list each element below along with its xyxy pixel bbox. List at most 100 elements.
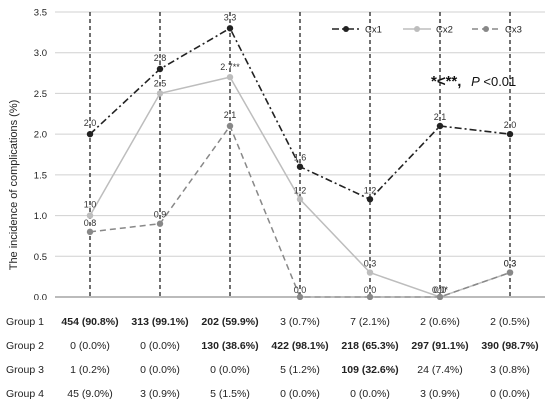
data-label-cx3: 0.0	[434, 285, 447, 295]
table-cell: 218 (65.3%)	[341, 340, 399, 352]
p-value: <0.01	[483, 74, 516, 89]
data-point-cx2	[296, 196, 304, 203]
table-cell: 0 (0.0%)	[350, 388, 390, 400]
table-row: Group 3 1 (0.2%) 0 (0.0%) 0 (0.0%) 5 (1.2%) 1…	[0, 360, 550, 380]
table-cell: 313 (99.1%)	[131, 316, 189, 328]
legend-label-cx1: Cx1	[365, 25, 382, 36]
y-tick-label: 2.0	[34, 130, 47, 141]
table-cell: 7 (2.1%)	[350, 316, 390, 328]
data-point-cx3	[226, 122, 234, 130]
y-tick-label: 1.0	[34, 211, 47, 222]
y-tick-label: 1.5	[34, 170, 47, 181]
table-row: Group 2 0 (0.0%) 0 (0.0%) 130 (38.6%) 422 (9…	[0, 336, 550, 356]
table-cell: 3 (0.7%)	[280, 316, 320, 328]
table-row: Group 1 454 (90.8%) 313 (99.1%) 202 (59.9%)…	[0, 312, 550, 332]
y-tick-label: 2.5	[34, 89, 47, 100]
table-cell: 3 (0.9%)	[140, 388, 180, 400]
data-point-cx3	[436, 293, 444, 300]
data-label-cx2: 1.2	[294, 185, 307, 195]
legend-marker-cx1	[343, 26, 349, 32]
data-point-cx2	[226, 73, 234, 81]
data-point-cx1	[436, 122, 444, 130]
table-cell: 0 (0.0%)	[140, 340, 180, 352]
data-point-cx1	[506, 130, 514, 138]
p-label: P	[471, 74, 480, 89]
table-cell: 5 (1.5%)	[210, 388, 250, 400]
y-tick-label: 0.5	[34, 252, 47, 263]
incidence-line-chart: 0.00.51.01.52.02.53.03.5 1997~20072008~2…	[8, 8, 545, 301]
y-tick-label: 0.0	[34, 293, 47, 301]
legend-label-cx2: Cx2	[436, 25, 453, 36]
table-cell: 0 (0.0%)	[70, 340, 110, 352]
data-point-cx2	[86, 212, 94, 219]
data-labels: 2.0 2.8 3.3 1.6 1.2 2.1 2.0 1.0 2.5 2.7** 1.2 0.3 0.…	[84, 12, 517, 295]
table-cell: 0 (0.0%)	[140, 364, 180, 376]
data-point-cx2	[366, 269, 374, 276]
table-cell: 5 (1.2%)	[280, 364, 320, 376]
row-label: Group 4	[6, 388, 44, 400]
table-cell: 422 (98.1%)	[271, 340, 329, 352]
data-label-cx3: 0.0	[364, 285, 377, 295]
table-cell: 2 (0.5%)	[490, 316, 530, 328]
legend-label-cx3: Cx3	[505, 25, 522, 36]
table-row: Group 4 45 (9.0%) 3 (0.9%) 5 (1.5%) 0 (0.0%)…	[0, 384, 550, 404]
data-point-cx1	[86, 130, 94, 138]
data-label-cx1: 2.1	[434, 112, 447, 122]
data-label-cx3: 2.1	[224, 110, 237, 120]
data-label-cx2: 2.7**	[220, 62, 240, 72]
table-cell: 0 (0.0%)	[210, 364, 250, 376]
y-axis-label: The incidence of complications (%)	[8, 100, 20, 271]
data-label-cx3: 0.9	[154, 210, 167, 220]
data-point-cx3	[366, 293, 374, 300]
table-cell: 130 (38.6%)	[201, 340, 259, 352]
row-label: Group 1	[6, 316, 44, 328]
data-label-cx3: 0.8	[84, 218, 97, 228]
legend-marker-cx2	[414, 26, 420, 32]
data-point-cx1	[366, 196, 374, 203]
data-point-cx3	[296, 293, 304, 300]
data-label-cx2: 0.0*	[432, 285, 449, 295]
table-cell: 0 (0.0%)	[280, 388, 320, 400]
significance-stars: *<**,	[431, 73, 461, 90]
data-label-cx1: 2.0	[504, 120, 517, 130]
data-point-cx1	[156, 65, 164, 73]
data-label-cx1: 3.3	[224, 12, 237, 22]
table-cell: 2 (0.6%)	[420, 316, 460, 328]
significance-annotation: *<**, P <0.01	[431, 73, 516, 90]
data-label-cx1: 1.2	[364, 185, 377, 195]
table-cell: 3 (0.8%)	[490, 364, 530, 376]
data-point-cx2	[156, 90, 164, 97]
table-cell: 24 (7.4%)	[417, 364, 463, 376]
y-tick-labels: 0.0 0.5 1.0 1.5 2.0 2.5 3.0 3.5	[34, 8, 47, 301]
table-cell: 390 (98.7%)	[481, 340, 539, 352]
table-cell: 109 (32.6%)	[341, 364, 399, 376]
table-cell: 45 (9.0%)	[67, 388, 113, 400]
table-cell: 3 (0.9%)	[420, 388, 460, 400]
table-cell: 202 (59.9%)	[201, 316, 259, 328]
category-dividers	[89, 12, 511, 297]
data-label-cx2: 0.3	[364, 259, 377, 269]
table-cell: 454 (90.8%)	[61, 316, 119, 328]
data-label-cx2: 2.5	[154, 78, 167, 88]
table-cell: 297 (91.1%)	[411, 340, 469, 352]
row-label: Group 2	[6, 340, 44, 352]
series-lines	[86, 25, 514, 300]
table-cell: 0 (0.0%)	[490, 388, 530, 400]
data-label-cx1: 1.6	[294, 153, 307, 163]
data-point-cx1	[226, 25, 234, 32]
data-point-cx1	[296, 163, 304, 170]
table-cell: 1 (0.2%)	[70, 364, 110, 376]
data-point-cx3	[86, 228, 94, 236]
data-label-cx2: 1.0	[84, 200, 97, 210]
row-label: Group 3	[6, 364, 44, 376]
y-tick-label: 3.0	[34, 48, 47, 59]
data-label-cx3: 0.0	[294, 285, 307, 295]
y-tick-label: 3.5	[34, 8, 47, 19]
data-label-cx1: 2.0	[84, 118, 97, 128]
legend: Cx1 Cx2 Cx3	[332, 25, 522, 36]
data-label-cx2: 0.3	[504, 259, 517, 269]
data-point-cx3	[156, 220, 164, 227]
data-point-cx3	[506, 269, 514, 276]
data-label-cx3: 0.3	[504, 259, 517, 269]
data-label-cx1: 2.8	[154, 53, 167, 63]
